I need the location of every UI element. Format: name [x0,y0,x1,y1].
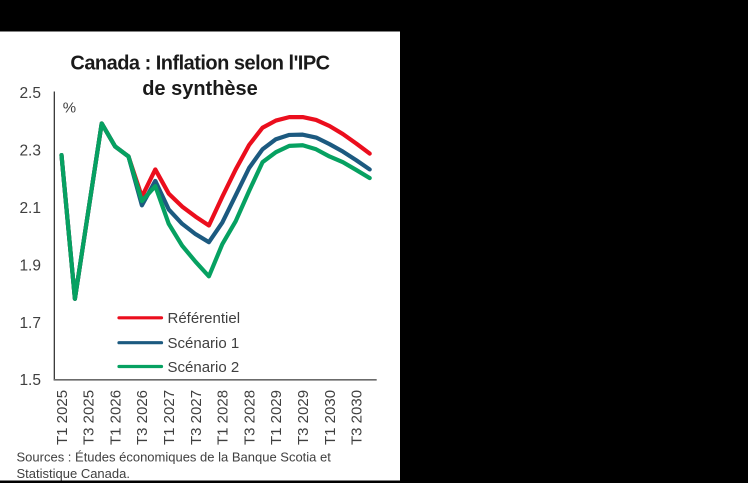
svg-text:Référentiel: Référentiel [168,310,241,327]
svg-text:2.5: 2.5 [19,85,41,102]
svg-text:T1 2029: T1 2029 [268,390,285,445]
svg-text:Statistique Canada.: Statistique Canada. [17,466,130,481]
svg-text:T1 2028: T1 2028 [215,390,232,445]
svg-text:T3 2026: T3 2026 [134,390,151,445]
svg-text:de synthèse: de synthèse [142,78,258,100]
svg-text:T1 2027: T1 2027 [161,390,178,445]
svg-text:T1 2030: T1 2030 [322,390,339,445]
svg-text:T3 2028: T3 2028 [241,390,258,445]
svg-text:1.5: 1.5 [19,372,41,389]
svg-text:Scénario 1: Scénario 1 [168,335,240,352]
svg-text:2.3: 2.3 [19,142,41,159]
svg-text:T3 2027: T3 2027 [188,390,205,445]
svg-text:2.1: 2.1 [19,200,41,217]
svg-text:Sources : Études économiques d: Sources : Études économiques de la Banqu… [17,450,332,465]
svg-text:T1 2025: T1 2025 [54,390,71,445]
svg-text:1.7: 1.7 [19,315,41,332]
svg-text:T3 2025: T3 2025 [81,390,98,445]
svg-text:T3 2029: T3 2029 [295,390,312,445]
svg-text:T3 2030: T3 2030 [349,390,366,445]
svg-text:Scénario 2: Scénario 2 [168,359,240,376]
svg-text:%: % [63,100,76,117]
svg-text:T1 2026: T1 2026 [107,390,124,445]
svg-text:1.9: 1.9 [19,257,41,274]
svg-text:Canada : Inflation selon l'IPC: Canada : Inflation selon l'IPC [70,53,329,75]
